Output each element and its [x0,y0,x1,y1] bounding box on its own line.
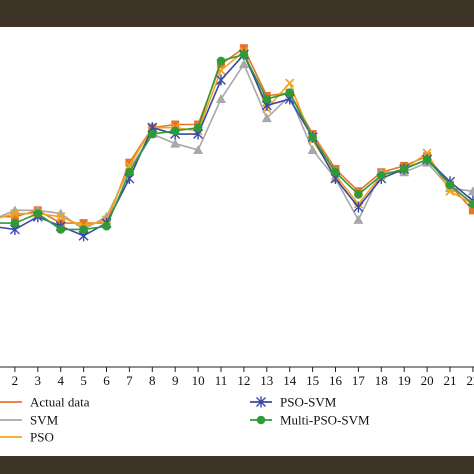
data-point [331,167,340,177]
data-point [354,190,363,199]
legend-label: Actual data [30,395,90,410]
data-point [216,74,226,86]
data-point [10,212,19,221]
data-point [285,88,295,97]
legend-marker [256,396,266,408]
data-point [193,123,203,132]
series-line [0,50,474,228]
legend-item: PSO-SVM [250,395,337,410]
data-point [125,167,134,177]
data-point [239,50,249,59]
x-tick-label: 22 [466,373,474,388]
x-tick-label: 8 [149,373,156,388]
legend-label: Multi-PSO-SVM [280,413,370,428]
line-chart: 2 34 5 6 7 8 9 10 11 12 13 14 15 16 17 18 19 20 21 22 Actua… [0,44,474,445]
data-point [468,199,474,209]
x-tick-label: 2 [12,373,19,388]
x-tick-label: 13 [260,373,273,388]
data-point [353,201,364,213]
series-line [0,53,474,237]
x-tick-label: 9 [172,373,179,388]
series-line [0,62,474,231]
data-point [170,138,181,148]
data-point [148,129,157,139]
legend-item: Actual data [0,395,90,410]
x-tick-label: 17 [352,373,366,388]
data-point [467,186,474,196]
data-point [422,148,432,158]
data-point [238,59,249,69]
data-point [171,120,180,129]
x-axis: 2 34 5 6 7 8 9 10 11 12 13 14 15 16 17 18 19 20 21 22 [0,366,474,388]
data-point [56,212,66,222]
data-point [79,219,88,228]
data-point [239,44,248,53]
legend-item: PSO [0,430,54,445]
data-point [422,155,432,164]
data-point [308,132,317,142]
series-pso-svm [0,49,474,242]
x-tick-label: 3 [35,373,42,388]
x-tick-label: 20 [421,373,434,388]
legend-label: PSO-SVM [280,395,337,410]
chart-figure: 2 34 5 6 7 8 9 10 11 12 13 14 15 16 17 18 19 20 21 22 Actua… [0,27,474,456]
series-layer [0,44,474,242]
x-tick-label: 11 [215,373,228,388]
series-svm [0,59,474,234]
x-tick-label: 14 [283,373,297,388]
x-tick-label: 16 [329,373,343,388]
x-tick-label: 5 [80,373,87,388]
x-tick-label: 21 [444,373,457,388]
data-point [285,78,295,88]
data-point [262,94,272,104]
data-point [377,171,386,180]
x-tick-label: 7 [126,373,133,388]
series-multi-pso-svm [0,50,474,234]
series-actual-data [0,44,474,228]
legend-marker [256,415,266,425]
legend-item: Multi-PSO-SVM [250,413,370,428]
data-point [193,144,204,154]
data-point [261,113,272,123]
legend-label: SVM [30,413,59,428]
x-tick-label: 18 [375,373,388,388]
data-point [56,225,65,234]
legend-item: SVM [0,413,59,428]
x-tick-label: 19 [398,373,411,388]
x-tick-label: 6 [103,373,110,388]
data-point [216,56,226,66]
x-tick-label: 12 [237,373,250,388]
data-point [445,180,455,190]
legend-label: PSO [30,430,54,445]
data-point [399,164,409,174]
legend: Actual data SVM PSO PSO-SVM Multi-PSO-SVM [0,395,370,445]
data-point [170,126,180,136]
data-point [33,209,43,218]
data-point [353,214,364,224]
x-tick-label: 10 [192,373,205,388]
series-line [0,53,474,231]
data-point [10,218,20,228]
data-point [125,158,134,167]
data-point [102,221,111,231]
data-point [468,206,474,215]
data-point [307,144,318,154]
x-tick-label: 4 [57,373,64,388]
data-point [216,94,226,104]
data-point [10,208,20,219]
x-tick-label: 15 [306,373,319,388]
data-point [79,225,88,234]
data-point [445,186,455,196]
